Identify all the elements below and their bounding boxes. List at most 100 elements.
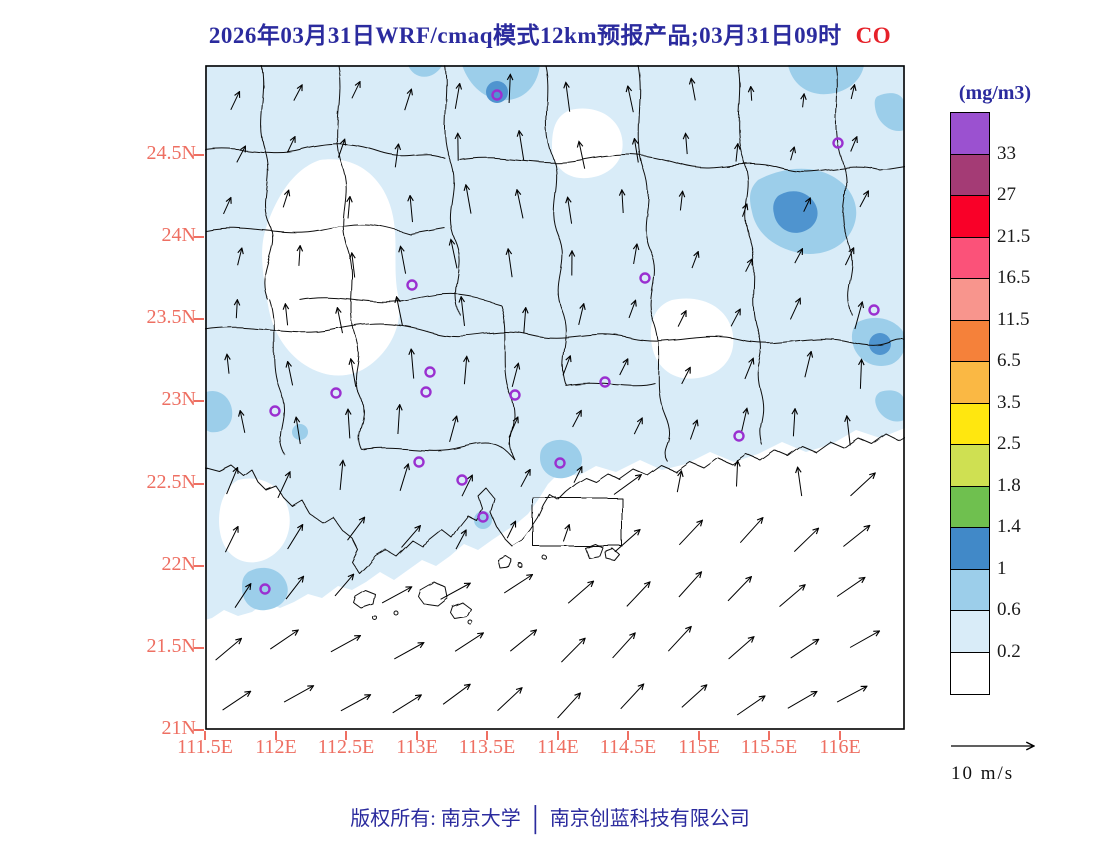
wind-arrow <box>850 137 857 152</box>
coastline-and-boundaries <box>205 65 905 625</box>
city-marker <box>509 389 521 401</box>
lon-tick-label: 114E <box>537 736 579 758</box>
wind-arrow <box>236 300 237 319</box>
wind-arrow <box>381 587 411 604</box>
wind-arrow <box>442 685 470 705</box>
wind-arrow <box>509 630 536 652</box>
wind-arrow <box>851 86 854 100</box>
wind-arrow <box>667 627 690 652</box>
colorbar-cell <box>951 486 989 528</box>
lon-tick-label: 113.5E <box>458 736 516 758</box>
wind-arrow <box>226 468 238 495</box>
island <box>352 589 376 609</box>
wind-arrow <box>730 310 740 327</box>
colorbar-cell <box>951 154 989 196</box>
wind-arrow <box>572 411 581 428</box>
wind-arrow <box>223 198 231 215</box>
boundary <box>205 323 905 346</box>
contour-level-0p6 <box>474 511 492 529</box>
city-marker <box>456 474 468 486</box>
islet <box>542 555 548 561</box>
wind-arrow <box>508 418 518 438</box>
wind-arrow <box>691 252 698 269</box>
wind-arrow <box>404 90 412 111</box>
wind-arrow <box>338 308 343 334</box>
colorbar-cell <box>951 320 989 362</box>
wind-arrow <box>804 352 811 378</box>
colorbar-tick-label: 16.5 <box>997 267 1031 288</box>
wind-arrow <box>334 575 353 597</box>
wind-arrow <box>614 530 640 553</box>
wind-arrow <box>635 139 639 163</box>
wind-arrow <box>411 350 414 379</box>
contour-level-1 <box>486 81 508 103</box>
region-box <box>532 497 623 547</box>
wind-arrow <box>455 531 466 550</box>
title-main: 2026年03月31日WRF/cmaq模式12km预报产品;03月31日09时 <box>208 23 842 48</box>
colorbar-cell <box>951 237 989 279</box>
colorbar-units-label: (mg/m3) <box>958 82 1032 104</box>
wind-arrow <box>282 191 288 208</box>
wind-arrow <box>517 190 524 219</box>
contour-level-1 <box>869 333 891 355</box>
wind-arrow <box>566 83 571 112</box>
wind-arrow <box>240 411 246 433</box>
wind-arrow <box>579 142 586 169</box>
city-marker <box>269 405 281 417</box>
wind-arrow <box>568 198 573 224</box>
lon-tick <box>275 731 277 740</box>
wind-arrow <box>401 247 407 274</box>
contour-level-0p6 <box>875 390 904 422</box>
wind-arrow <box>401 526 420 548</box>
wind-arrow <box>227 355 229 374</box>
wind-arrow <box>793 529 818 552</box>
wind-arrow <box>790 640 818 659</box>
island <box>584 543 604 559</box>
wind-arrow <box>508 250 513 278</box>
city-marker <box>832 137 844 149</box>
city-marker <box>420 386 432 398</box>
wind-arrow <box>689 421 697 440</box>
wind-arrow <box>410 196 412 223</box>
boundary <box>654 324 670 463</box>
boundary <box>336 65 349 251</box>
wind-arrow <box>562 525 569 542</box>
wind-arrow <box>681 685 707 708</box>
boundary <box>269 299 286 456</box>
lon-tick <box>768 731 770 740</box>
colorbar-cell <box>951 403 989 445</box>
lon-tick-label: 115E <box>678 736 720 758</box>
wind-arrow <box>293 86 302 101</box>
lon-tick <box>839 731 841 740</box>
lon-tick-label: 116E <box>819 736 861 758</box>
colorbar-cell <box>951 528 989 570</box>
boundary <box>260 65 274 301</box>
wind-arrow <box>836 578 864 597</box>
wind-arrow <box>511 364 518 388</box>
wind-arrow <box>686 134 688 155</box>
boundary <box>299 293 501 305</box>
boundary <box>443 65 461 316</box>
lon-tick <box>345 731 347 740</box>
wind-arrow <box>836 687 866 703</box>
islet <box>392 609 398 615</box>
colorbar-cell <box>951 445 989 487</box>
wind-arrow <box>224 527 237 553</box>
wind-arrow <box>736 144 738 162</box>
lat-tick <box>194 236 204 238</box>
city-marker <box>406 279 418 291</box>
colorbar-cell <box>951 362 989 404</box>
lon-tick <box>627 731 629 740</box>
wind-arrow <box>744 359 753 380</box>
wind-arrow <box>677 311 686 327</box>
colorbar-tick-label: 3.5 <box>997 391 1021 413</box>
wind-arrow <box>509 75 510 104</box>
lat-tick <box>194 400 204 402</box>
wind-arrow <box>451 240 458 269</box>
wind-arrow <box>337 140 344 158</box>
colorbar-tick-label: 33 <box>997 142 1016 164</box>
wind-arrow <box>392 695 421 714</box>
wind-arrow <box>691 79 696 101</box>
wind-arrow <box>847 417 850 446</box>
